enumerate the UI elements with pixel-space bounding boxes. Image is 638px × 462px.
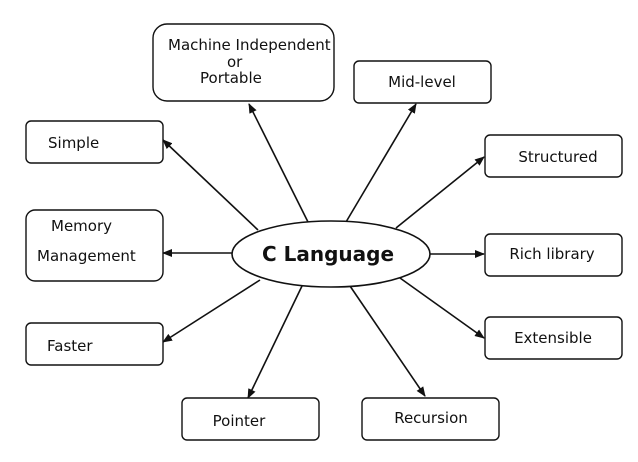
simple-label: Simple [48, 134, 99, 152]
node-pointer: Pointer [181, 397, 320, 441]
node-memory-management: Memory Management [25, 209, 164, 282]
node-recursion: Recursion [361, 397, 500, 441]
mid-level-label: Mid-level [388, 73, 456, 91]
recursion-label: Recursion [394, 409, 468, 427]
pointer-label: Pointer [213, 412, 266, 430]
edges [162, 103, 485, 399]
node-rich-library: Rich library [484, 233, 623, 277]
edge-structured [395, 156, 485, 229]
portable-line-1: Machine Independent [168, 36, 331, 54]
node-portable: Machine Independent or Portable [152, 23, 335, 102]
extensible-label: Extensible [514, 329, 592, 347]
edge-extensible [399, 277, 485, 339]
edge-simple [162, 139, 259, 231]
center-label: C Language [262, 242, 394, 266]
memory-line-2: Management [37, 247, 136, 265]
rich-library-label: Rich library [509, 245, 594, 263]
node-simple: Simple [25, 120, 164, 164]
node-mid-level: Mid-level [353, 60, 492, 104]
edge-recursion [349, 285, 426, 397]
edge-portable [248, 103, 309, 223]
portable-line-3: Portable [200, 69, 262, 87]
faster-label: Faster [47, 337, 93, 355]
edge-faster [162, 279, 261, 343]
edge-pointer [247, 285, 303, 399]
node-structured: Structured [484, 134, 623, 178]
center-node: C Language [231, 220, 431, 288]
portable-line-2: or [227, 53, 243, 71]
node-faster: Faster [25, 322, 164, 366]
memory-line-1: Memory [51, 217, 112, 235]
node-extensible: Extensible [484, 316, 623, 360]
structured-label: Structured [518, 148, 597, 166]
edge-mid-level [345, 103, 417, 223]
